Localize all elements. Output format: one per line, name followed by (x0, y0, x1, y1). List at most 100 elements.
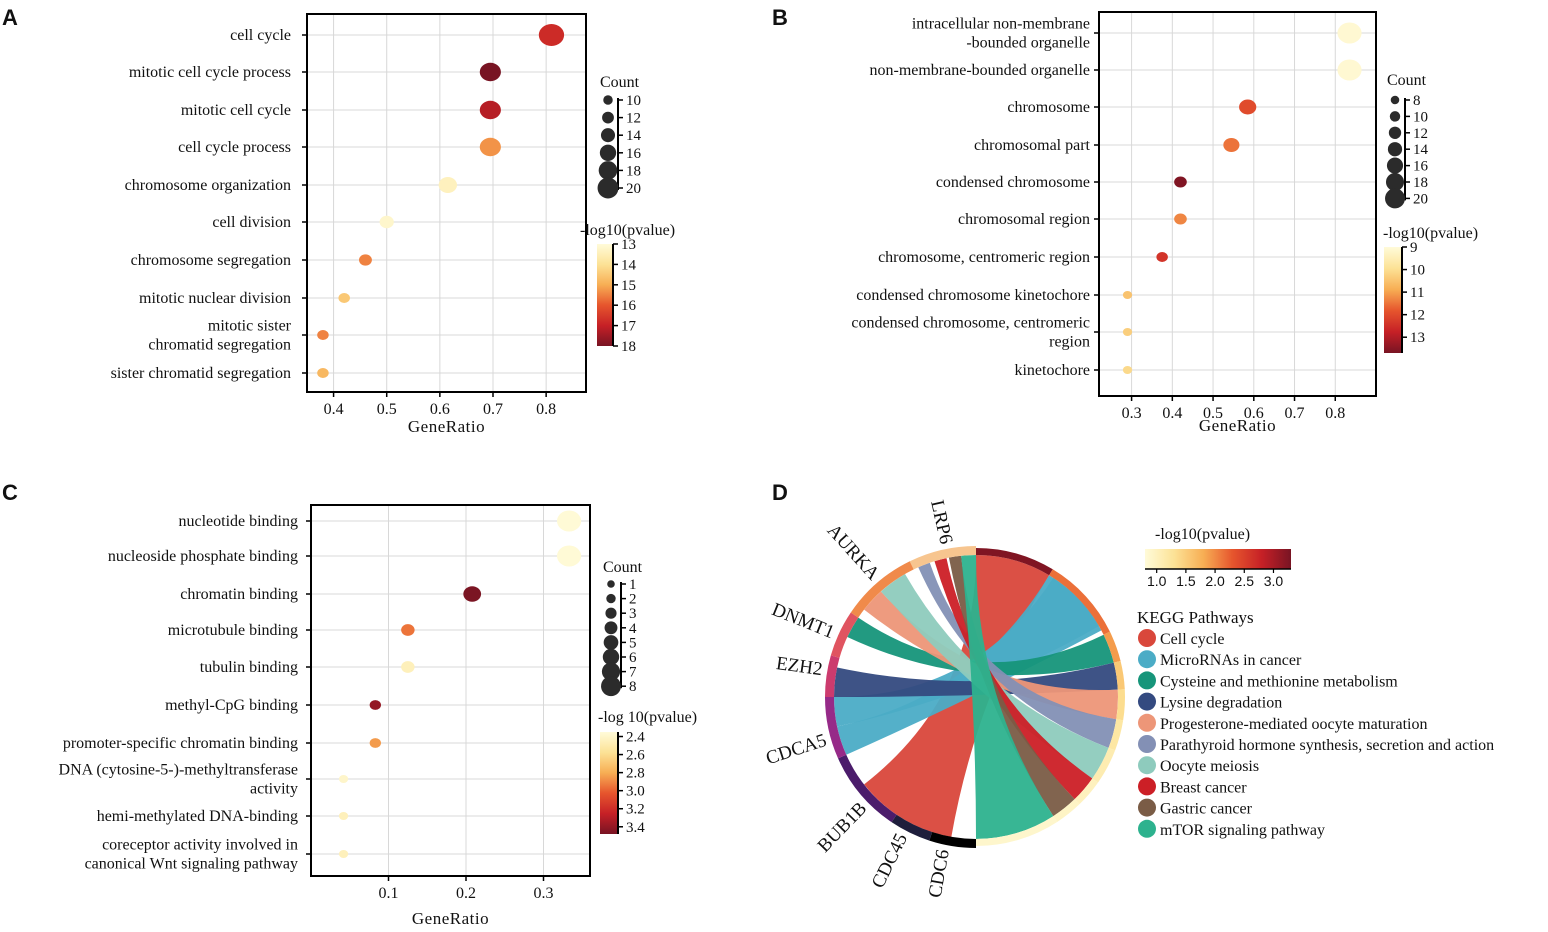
color-bar-label: 3.4 (626, 820, 645, 836)
x-tick-label: 0.6 (1244, 405, 1264, 422)
term-label: chromosome (1007, 99, 1090, 116)
size-legend-label: 8 (629, 679, 637, 695)
gene-arc (891, 814, 933, 841)
pathway-arc (976, 816, 1058, 846)
dot-chromosomal-region (1174, 213, 1187, 225)
pathway-arc (1108, 719, 1124, 751)
size-legend-dot (599, 144, 617, 161)
color-bar-label: 2.5 (1235, 573, 1255, 589)
gene-label: CDC6 (925, 848, 954, 899)
dot-hemi-methylated-dna-binding (338, 812, 349, 820)
term-label: region (1049, 334, 1090, 351)
term-label: -bounded organelle (966, 35, 1090, 52)
gene-label: EZH2 (775, 653, 824, 680)
term-label: chromosome segregation (131, 252, 291, 269)
size-legend-dot (1385, 172, 1405, 192)
size-legend-dot (607, 580, 615, 588)
x-tick-label: 0.5 (1203, 405, 1223, 422)
dot-nucleoside-phosphate-binding (557, 545, 582, 567)
dot-chromosome-centromeric-region (1156, 252, 1168, 262)
ribbon-cysteine-and-methionine-metabolism (847, 617, 1114, 676)
dot-methyl-cpg-binding (369, 700, 381, 710)
dot-chromosome-organization (438, 177, 458, 193)
x-tick-label: 0.2 (456, 885, 476, 902)
legend-label: Lysine degradation (1160, 695, 1282, 712)
term-label: chromosomal part (974, 137, 1091, 154)
size-legend-label: 18 (1413, 175, 1428, 191)
color-bar-label: 2.4 (626, 730, 645, 746)
legend-label: Breast cancer (1160, 779, 1247, 796)
term-label: mitotic cell cycle process (129, 64, 291, 81)
color-bar-label: 2.0 (1205, 573, 1225, 589)
x-tick-label: 0.7 (1285, 405, 1305, 422)
pathway-arc (1074, 778, 1099, 805)
x-tick-label: 0.3 (1122, 405, 1142, 422)
size-legend-label: 14 (626, 128, 642, 144)
x-tick-label: 0.1 (379, 885, 399, 902)
legend-label: mTOR signaling pathway (1160, 822, 1325, 839)
gene-arc (929, 832, 976, 848)
size-legend-label: 2 (629, 592, 637, 608)
size-legend-label: 8 (1413, 93, 1421, 109)
size-legend-dot (602, 111, 614, 124)
dot-condensed-chromosome-centromeric-region (1122, 328, 1133, 336)
legend-marker-oocyte-meiosis (1138, 756, 1156, 775)
panel-letter-a: A (2, 5, 18, 30)
term-label: mitotic cell cycle (181, 102, 291, 119)
term-label: condensed chromosome (936, 174, 1090, 191)
color-bar-label: 3.2 (626, 802, 645, 818)
ribbon-parathyroid-hormone-synthesis-secretion-and-action (918, 562, 1117, 748)
color-legend-title: -log 10(pvalue) (598, 709, 697, 726)
color-bar-label: 13 (1410, 330, 1425, 346)
gene-arc (830, 612, 859, 658)
dot-kinetochore (1122, 366, 1133, 374)
dot-chromosomal-part (1223, 138, 1240, 152)
ribbon-breast-cancer (934, 558, 1093, 800)
term-label: tubulin binding (200, 659, 298, 676)
legend-marker-mtor-signaling-pathway (1138, 819, 1156, 838)
pathway-arc (1053, 799, 1080, 822)
dot-nucleotide-binding (557, 510, 582, 532)
color-bar (1145, 549, 1291, 569)
term-label: chromatin binding (180, 586, 298, 603)
legend-label: Progesterone-mediated oocyte maturation (1160, 716, 1427, 733)
legend-marker-micrornas-in-cancer (1138, 650, 1156, 669)
size-legend-dot (605, 607, 617, 619)
pathway-arc (1113, 660, 1125, 690)
gene-arc (825, 655, 840, 697)
gene-label: BUB1B (814, 798, 872, 857)
dot-sister-chromatid-segregation (317, 368, 329, 378)
ribbon-gastric-cancer (948, 555, 1075, 817)
color-bar-label: 15 (621, 278, 636, 294)
term-label: methyl-CpG binding (165, 697, 298, 714)
size-legend-title: Count (603, 559, 643, 576)
color-bar-label: 14 (621, 257, 637, 273)
color-bar (1384, 247, 1402, 353)
dot-microtubule-binding (401, 624, 415, 636)
size-legend-dot (1389, 111, 1401, 122)
legend-label: Gastric cancer (1160, 801, 1253, 818)
gene-label: CDCA5 (763, 730, 829, 769)
term-label: sister chromatid segregation (111, 365, 291, 382)
size-legend-title: Count (1387, 72, 1427, 89)
term-label: activity (250, 781, 298, 798)
size-legend-dot (1386, 157, 1404, 174)
term-label: mitotic sister (208, 318, 292, 335)
term-label: nucleotide binding (178, 513, 298, 530)
dot-chromatin-binding (463, 586, 482, 602)
size-legend-dot (597, 177, 619, 199)
gene-label: AURKA (823, 520, 884, 584)
panel-a-go-bp-dotplot: 0.4 0.5 0.6 0.7 0.8 GeneRatio cell cycle mitoti… (111, 13, 675, 436)
color-bar-label: 10 (1410, 263, 1425, 279)
term-label: condensed chromosome, centromeric (851, 315, 1090, 332)
dot-cell-cycle-process (479, 137, 501, 157)
size-legend-dot (1388, 126, 1402, 139)
size-legend-dot (606, 593, 616, 604)
color-bar-label: 3.0 (1264, 573, 1284, 589)
term-label: DNA (cytosine-5-)-methyltransferase (59, 762, 298, 779)
panel-b-go-cc-dotplot: 0.3 0.4 0.5 0.6 0.7 0.8 GeneRatio intracellular… (851, 11, 1478, 435)
color-bar-label: 13 (621, 237, 636, 253)
panel-c-go-mf-dotplot: 0.1 0.2 0.3 GeneRatio nucleotide binding nucl… (59, 504, 697, 928)
legend-marker-cell-cycle (1138, 629, 1156, 647)
